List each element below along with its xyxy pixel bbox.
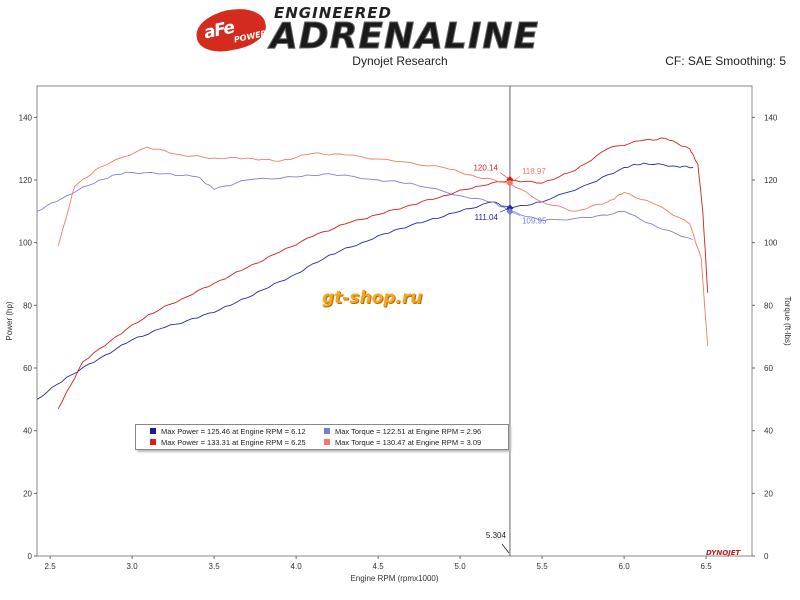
y-tick-label-left: 140 bbox=[19, 113, 33, 122]
y-tick-label-right: 20 bbox=[764, 489, 773, 498]
series-line bbox=[57, 137, 709, 409]
legend-swatch bbox=[150, 428, 156, 435]
cursor-annotation: 120.14 bbox=[473, 164, 498, 173]
series-line bbox=[36, 171, 694, 240]
legend-swatch bbox=[150, 439, 156, 446]
y-axis-label-right: Torque (ft-lbs) bbox=[783, 296, 792, 346]
cursor-annotation: 111.04 bbox=[475, 213, 499, 222]
y-tick-label-right: 40 bbox=[764, 427, 773, 436]
annotation-leader-line bbox=[509, 175, 521, 184]
y-tick-label-left: 40 bbox=[23, 427, 32, 436]
series-line bbox=[57, 146, 709, 347]
y-tick-label-right: 100 bbox=[764, 239, 778, 248]
chart-legend: Max Power = 125.46 at Engine RPM = 6.12 … bbox=[135, 424, 509, 450]
y-tick-label-left: 0 bbox=[28, 552, 33, 561]
correction-factor-label: CF: SAE Smoothing: 5 bbox=[665, 54, 786, 68]
series-line bbox=[36, 162, 694, 400]
cursor-annotation: 109.95 bbox=[522, 216, 547, 225]
annotation-leader-line bbox=[499, 172, 511, 180]
legend-label: Max Power = 133.31 at Engine RPM = 6.25 bbox=[161, 438, 306, 447]
legend-swatch bbox=[324, 428, 330, 435]
annotation-leader-line bbox=[509, 211, 521, 216]
chart-subtitle: Dynojet Research bbox=[352, 54, 448, 68]
x-tick-label: 6.5 bbox=[701, 562, 713, 571]
y-tick-label-right: 120 bbox=[764, 176, 778, 185]
brand-logo: aFe POWER ENGINEERED ADRENALINE bbox=[192, 3, 606, 58]
x-tick-label: 4.0 bbox=[291, 562, 303, 571]
brand-title: ADRENALINE bbox=[269, 16, 540, 58]
cursor-annotation: 118.97 bbox=[522, 167, 546, 176]
cursor-value-label: 5.304 bbox=[486, 531, 507, 540]
x-tick-label: 5.0 bbox=[455, 562, 467, 571]
legend-item: Max Power = 125.46 at Engine RPM = 6.12 bbox=[150, 426, 306, 437]
x-axis-label: Engine RPM (rpmx1000) bbox=[350, 574, 438, 583]
legend-label: Max Torque = 122.51 at Engine RPM = 2.96 bbox=[335, 427, 482, 436]
annotation-leader-line bbox=[499, 207, 511, 213]
y-tick-label-right: 60 bbox=[764, 364, 773, 373]
plot-area bbox=[36, 85, 753, 557]
legend-item: Max Power = 133.31 at Engine RPM = 6.25 bbox=[150, 437, 306, 448]
legend-swatch bbox=[324, 439, 330, 446]
y-tick-label-left: 120 bbox=[19, 176, 33, 185]
y-tick-label-right: 0 bbox=[764, 552, 769, 561]
legend-label: Max Power = 125.46 at Engine RPM = 6.12 bbox=[161, 427, 306, 436]
dynojet-logo: DYNOJET bbox=[706, 549, 741, 557]
y-axis-label-left: Power (hp) bbox=[5, 301, 14, 340]
x-tick-label: 3.5 bbox=[209, 562, 221, 571]
watermark: gt-shop.ru bbox=[322, 288, 423, 308]
cursor-pointer-arrow bbox=[501, 543, 510, 554]
y-tick-label-left: 60 bbox=[23, 364, 32, 373]
y-tick-label-right: 140 bbox=[764, 113, 778, 122]
legend-item: Max Torque = 122.51 at Engine RPM = 2.96 bbox=[324, 426, 481, 437]
x-tick-label: 6.0 bbox=[619, 562, 631, 571]
x-tick-label: 5.5 bbox=[537, 562, 549, 571]
x-tick-label: 2.5 bbox=[45, 562, 57, 571]
legend-item: Max Torque = 130.47 at Engine RPM = 3.09 bbox=[324, 437, 481, 448]
y-tick-label-right: 80 bbox=[764, 301, 773, 310]
x-tick-label: 4.5 bbox=[373, 562, 385, 571]
y-tick-label-left: 100 bbox=[19, 239, 33, 248]
x-tick-label: 3.0 bbox=[127, 562, 139, 571]
y-tick-label-left: 20 bbox=[23, 489, 32, 498]
legend-label: Max Torque = 130.47 at Engine RPM = 3.09 bbox=[335, 438, 482, 447]
brand-tagline: ENGINEERED bbox=[274, 4, 392, 22]
y-tick-label-left: 80 bbox=[23, 301, 32, 310]
